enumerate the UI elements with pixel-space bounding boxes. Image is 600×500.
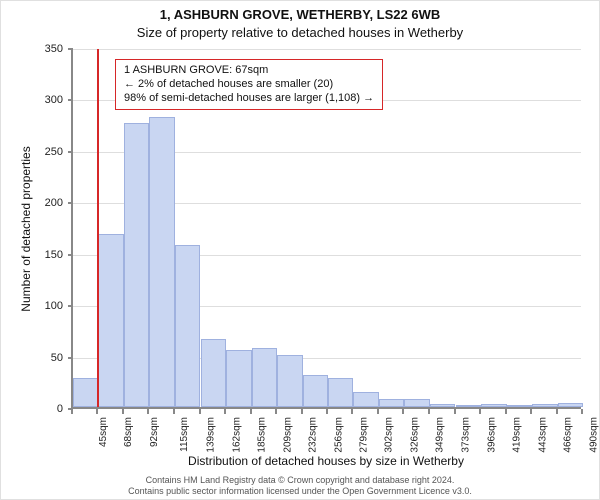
- xtick-label: 349sqm: [435, 417, 446, 453]
- histogram-bar: [98, 234, 124, 407]
- footer-attribution: Contains HM Land Registry data © Crown c…: [1, 475, 599, 497]
- footer-line-1: Contains HM Land Registry data © Crown c…: [1, 475, 599, 486]
- xtick-mark: [173, 409, 175, 414]
- xtick-label: 396sqm: [486, 417, 497, 453]
- xtick-mark: [428, 409, 430, 414]
- ytick-mark: [68, 202, 73, 204]
- xtick-mark: [402, 409, 404, 414]
- xtick-label: 162sqm: [231, 417, 242, 453]
- xtick-mark: [530, 409, 532, 414]
- ytick-label: 200: [33, 197, 63, 209]
- xtick-mark: [122, 409, 124, 414]
- xtick-mark: [556, 409, 558, 414]
- histogram-bar: [404, 399, 430, 407]
- histogram-bar: [73, 378, 98, 407]
- ytick-mark: [68, 151, 73, 153]
- xtick-label: 45sqm: [98, 417, 109, 447]
- footer-line-2: Contains public sector information licen…: [1, 486, 599, 497]
- xtick-mark: [147, 409, 149, 414]
- histogram-bar: [201, 339, 226, 407]
- ytick-mark: [68, 357, 73, 359]
- xtick-label: 232sqm: [307, 417, 318, 453]
- xtick-mark: [351, 409, 353, 414]
- histogram-bar: [481, 404, 507, 407]
- ytick-label: 250: [33, 146, 63, 158]
- xtick-label: 92sqm: [149, 417, 160, 447]
- histogram-bar: [353, 392, 379, 407]
- xtick-label: 115sqm: [179, 417, 190, 452]
- xtick-mark: [479, 409, 481, 414]
- chart-container: 1, ASHBURN GROVE, WETHERBY, LS22 6WB Siz…: [0, 0, 600, 500]
- ytick-mark: [68, 305, 73, 307]
- ytick-label: 150: [33, 249, 63, 261]
- property-marker-line: [97, 49, 99, 407]
- histogram-bar: [175, 245, 200, 408]
- ytick-label: 50: [33, 352, 63, 364]
- histogram-bar: [430, 404, 455, 407]
- annotation-line: 98% of semi-detached houses are larger (…: [124, 92, 374, 106]
- histogram-bar: [379, 399, 404, 407]
- xtick-label: 185sqm: [256, 417, 267, 453]
- histogram-bar: [226, 350, 252, 407]
- xtick-label: 139sqm: [206, 417, 217, 453]
- xtick-mark: [250, 409, 252, 414]
- ytick-label: 100: [33, 300, 63, 312]
- xtick-label: 326sqm: [410, 417, 421, 453]
- xtick-mark: [224, 409, 226, 414]
- xtick-label: 373sqm: [461, 417, 472, 453]
- xtick-mark: [301, 409, 303, 414]
- ytick-label: 350: [33, 43, 63, 55]
- xtick-mark: [96, 409, 98, 414]
- xtick-label: 490sqm: [589, 417, 600, 453]
- histogram-bar: [532, 404, 558, 407]
- histogram-bar: [507, 405, 532, 407]
- xtick-label: 68sqm: [123, 417, 134, 447]
- xtick-label: 209sqm: [282, 417, 293, 453]
- chart-title: 1, ASHBURN GROVE, WETHERBY, LS22 6WB: [1, 7, 599, 22]
- y-axis-label: Number of detached properties: [19, 146, 33, 311]
- histogram-bar: [456, 405, 481, 407]
- xtick-mark: [71, 409, 73, 414]
- ytick-mark: [68, 254, 73, 256]
- xtick-mark: [581, 409, 583, 414]
- ytick-label: 300: [33, 94, 63, 106]
- ytick-mark: [68, 99, 73, 101]
- xtick-label: 443sqm: [537, 417, 548, 453]
- xtick-label: 279sqm: [359, 417, 370, 453]
- xtick-label: 302sqm: [384, 417, 395, 453]
- x-axis-label: Distribution of detached houses by size …: [71, 454, 581, 468]
- xtick-mark: [326, 409, 328, 414]
- xtick-label: 256sqm: [334, 417, 345, 453]
- histogram-bar: [252, 348, 277, 407]
- histogram-bar: [277, 355, 303, 407]
- annotation-box: 1 ASHBURN GROVE: 67sqm← 2% of detached h…: [115, 59, 383, 110]
- xtick-mark: [275, 409, 277, 414]
- xtick-mark: [505, 409, 507, 414]
- chart-subtitle: Size of property relative to detached ho…: [1, 25, 599, 40]
- annotation-line: ← 2% of detached houses are smaller (20): [124, 78, 374, 92]
- xtick-mark: [377, 409, 379, 414]
- histogram-bar: [149, 117, 175, 407]
- ytick-mark: [68, 48, 73, 50]
- xtick-mark: [199, 409, 201, 414]
- histogram-bar: [124, 123, 149, 407]
- xtick-mark: [454, 409, 456, 414]
- histogram-bar: [328, 378, 353, 407]
- gridline-h: [73, 49, 581, 50]
- histogram-bar: [558, 403, 583, 407]
- ytick-label: 0: [33, 403, 63, 415]
- xtick-label: 466sqm: [562, 417, 573, 453]
- annotation-line: 1 ASHBURN GROVE: 67sqm: [124, 64, 374, 78]
- xtick-label: 419sqm: [511, 417, 522, 453]
- histogram-bar: [303, 375, 328, 407]
